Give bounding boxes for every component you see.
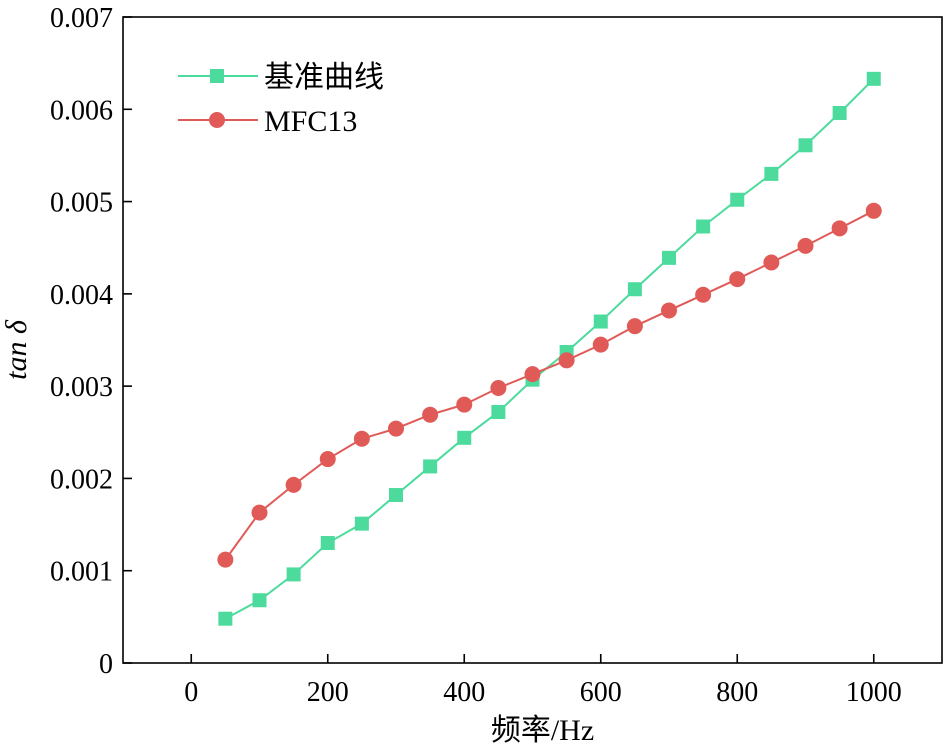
square-marker xyxy=(210,69,224,83)
circle-marker xyxy=(729,271,746,288)
square-marker xyxy=(627,282,642,297)
square-marker xyxy=(423,459,438,474)
circle-marker xyxy=(209,112,225,128)
y-tick-label: 0.001 xyxy=(50,557,113,588)
square-marker xyxy=(593,314,608,329)
y-tick-label: 0.005 xyxy=(50,188,113,219)
square-marker xyxy=(320,536,335,551)
series-1 xyxy=(218,71,881,626)
square-marker xyxy=(354,516,369,531)
square-marker xyxy=(696,219,711,234)
x-axis-title: 频率/Hz xyxy=(491,714,594,747)
plot-border xyxy=(122,16,943,664)
circle-marker xyxy=(661,302,677,319)
square-marker xyxy=(730,192,745,207)
y-tick-label: 0.003 xyxy=(50,372,113,403)
circle-marker xyxy=(388,420,404,437)
y-tick-label: 0.002 xyxy=(50,464,113,495)
y-tick-label: 0.007 xyxy=(50,3,113,34)
circle-marker xyxy=(695,286,712,303)
circle-marker xyxy=(831,220,848,237)
circle-marker xyxy=(626,318,643,335)
y-tick-label: 0 xyxy=(99,649,113,680)
circle-marker xyxy=(422,406,439,423)
legend-item: 基准曲线 xyxy=(178,61,384,94)
circle-marker xyxy=(490,379,507,396)
legend: 基准曲线 MFC13 xyxy=(178,61,384,138)
square-marker xyxy=(798,138,813,153)
circle-marker xyxy=(319,451,336,468)
circle-marker xyxy=(524,366,541,383)
legend-item: MFC13 xyxy=(178,105,357,138)
square-marker xyxy=(252,593,267,608)
x-tick-label: 200 xyxy=(307,677,349,708)
series-layer xyxy=(217,71,882,626)
legend-label: 基准曲线 xyxy=(264,61,384,94)
x-axis: 0 200 400 600 800 1000 xyxy=(184,654,902,708)
circle-marker xyxy=(285,476,302,493)
square-marker xyxy=(218,611,233,626)
circle-marker xyxy=(353,430,370,447)
legend-label: MFC13 xyxy=(264,105,357,138)
square-marker xyxy=(866,71,881,86)
square-marker xyxy=(832,105,847,120)
circle-marker xyxy=(763,254,780,271)
circle-marker xyxy=(456,396,473,413)
square-marker xyxy=(491,404,506,419)
circle-marker xyxy=(865,202,882,219)
y-axis-title: tan δ xyxy=(0,319,33,380)
circle-marker xyxy=(592,336,609,353)
x-tick-label: 400 xyxy=(443,677,485,708)
x-tick-label: 0 xyxy=(184,677,198,708)
square-marker xyxy=(662,250,676,265)
series-2 xyxy=(217,202,882,568)
y-tick-label: 0.004 xyxy=(50,280,113,311)
x-tick-label: 1000 xyxy=(846,677,902,708)
square-marker xyxy=(389,488,403,503)
circle-marker xyxy=(251,504,268,521)
square-marker xyxy=(457,430,472,445)
x-tick-label: 600 xyxy=(580,677,622,708)
circle-marker xyxy=(558,352,575,369)
square-marker xyxy=(764,166,779,181)
circle-marker xyxy=(797,237,814,254)
x-tick-label: 800 xyxy=(716,677,758,708)
plot-area xyxy=(122,16,943,664)
square-marker xyxy=(286,567,301,582)
y-tick-label: 0.006 xyxy=(50,95,113,126)
circle-marker xyxy=(217,551,234,568)
y-axis: 0 0.001 0.002 0.003 0.004 0.005 0.006 0.007 xyxy=(50,3,132,680)
